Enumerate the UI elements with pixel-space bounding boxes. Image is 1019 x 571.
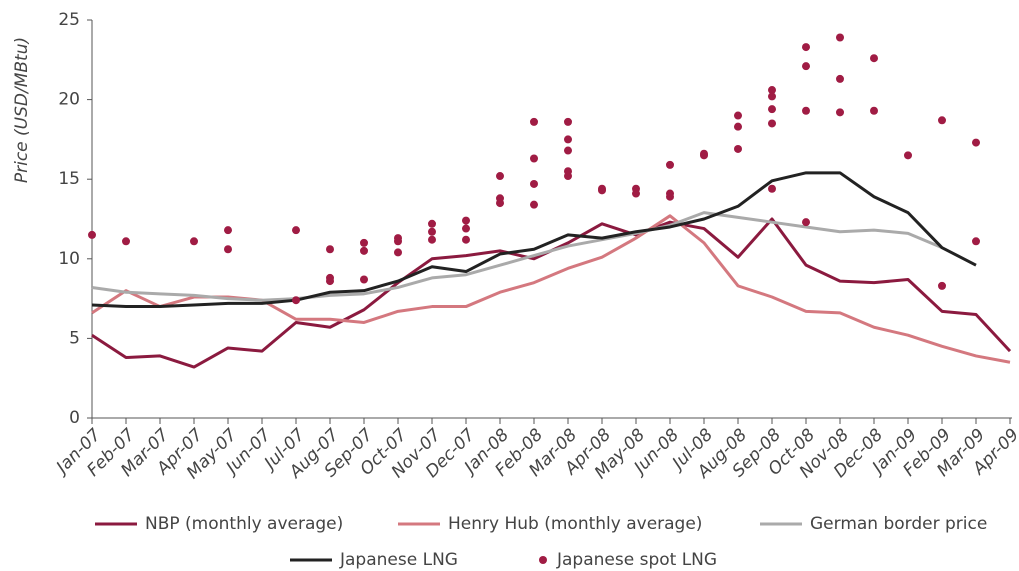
spot-dot (768, 92, 776, 101)
spot-dot (564, 172, 572, 181)
spot-dot (768, 105, 776, 114)
spot-dot (462, 224, 470, 233)
spot-dot (360, 275, 368, 284)
spot-dot (190, 237, 198, 246)
legend-label: Henry Hub (monthly average) (448, 514, 702, 534)
spot-dot (428, 219, 436, 228)
spot-dot (904, 151, 912, 160)
series-line (91, 214, 1011, 364)
spot-dot (836, 74, 844, 83)
spot-dot (870, 54, 878, 63)
spot-dot (836, 33, 844, 42)
spot-dot (394, 248, 402, 257)
spot-dot (666, 192, 674, 201)
spot-dot (734, 144, 742, 153)
y-tick-label: 15 (58, 169, 80, 189)
spot-dot (564, 117, 572, 126)
legend-label: Japanese LNG (339, 550, 458, 570)
spot-dot (224, 245, 232, 254)
spot-dot (972, 237, 980, 246)
spot-dot (598, 186, 606, 195)
spot-dot (394, 237, 402, 246)
legend-label: NBP (monthly average) (145, 514, 343, 534)
spot-dot (360, 246, 368, 255)
spot-dot (768, 86, 776, 95)
spot-dot (870, 106, 878, 115)
spot-dot (802, 62, 810, 71)
spot-dot (326, 277, 334, 286)
spot-dot (530, 154, 538, 163)
spot-dot (292, 296, 300, 305)
legend-label: Japanese spot LNG (556, 550, 717, 570)
spot-dot (496, 199, 504, 208)
legend-marker (539, 556, 547, 564)
spot-dot (530, 179, 538, 188)
spot-dot (938, 116, 946, 125)
spot-dot (802, 106, 810, 115)
spot-dot (360, 238, 368, 247)
spot-dot (428, 227, 436, 236)
spot-dot (292, 226, 300, 235)
spot-dot (462, 216, 470, 225)
spot-dot (564, 146, 572, 155)
spot-dot (564, 135, 572, 144)
spot-dot (734, 111, 742, 120)
y-axis-label: Price (USD/MBtu) (12, 37, 32, 183)
series-line (91, 171, 977, 309)
spot-dot (224, 226, 232, 235)
y-tick-label: 0 (69, 408, 80, 428)
spot-dot (972, 138, 980, 147)
spot-dot (700, 151, 708, 160)
series-line (91, 211, 943, 302)
spot-dot (632, 189, 640, 198)
spot-dot (836, 108, 844, 117)
spot-dot (768, 184, 776, 193)
spot-dot (428, 235, 436, 244)
spot-dot (666, 160, 674, 169)
spot-dot (938, 281, 946, 290)
legend-label: German border price (810, 514, 987, 534)
y-tick-label: 25 (58, 10, 80, 30)
spot-dot (734, 122, 742, 131)
spot-dot (88, 230, 96, 239)
spot-dot (326, 245, 334, 254)
spot-dot (530, 200, 538, 209)
spot-dot (768, 119, 776, 128)
spot-dot (530, 117, 538, 126)
spot-dot (122, 237, 130, 246)
spot-dot (496, 172, 504, 181)
spot-dot (802, 218, 810, 227)
spot-dot (802, 43, 810, 52)
spot-dot (462, 235, 470, 244)
y-tick-label: 5 (69, 328, 80, 348)
y-tick-label: 10 (58, 249, 80, 269)
y-tick-label: 20 (58, 90, 80, 110)
